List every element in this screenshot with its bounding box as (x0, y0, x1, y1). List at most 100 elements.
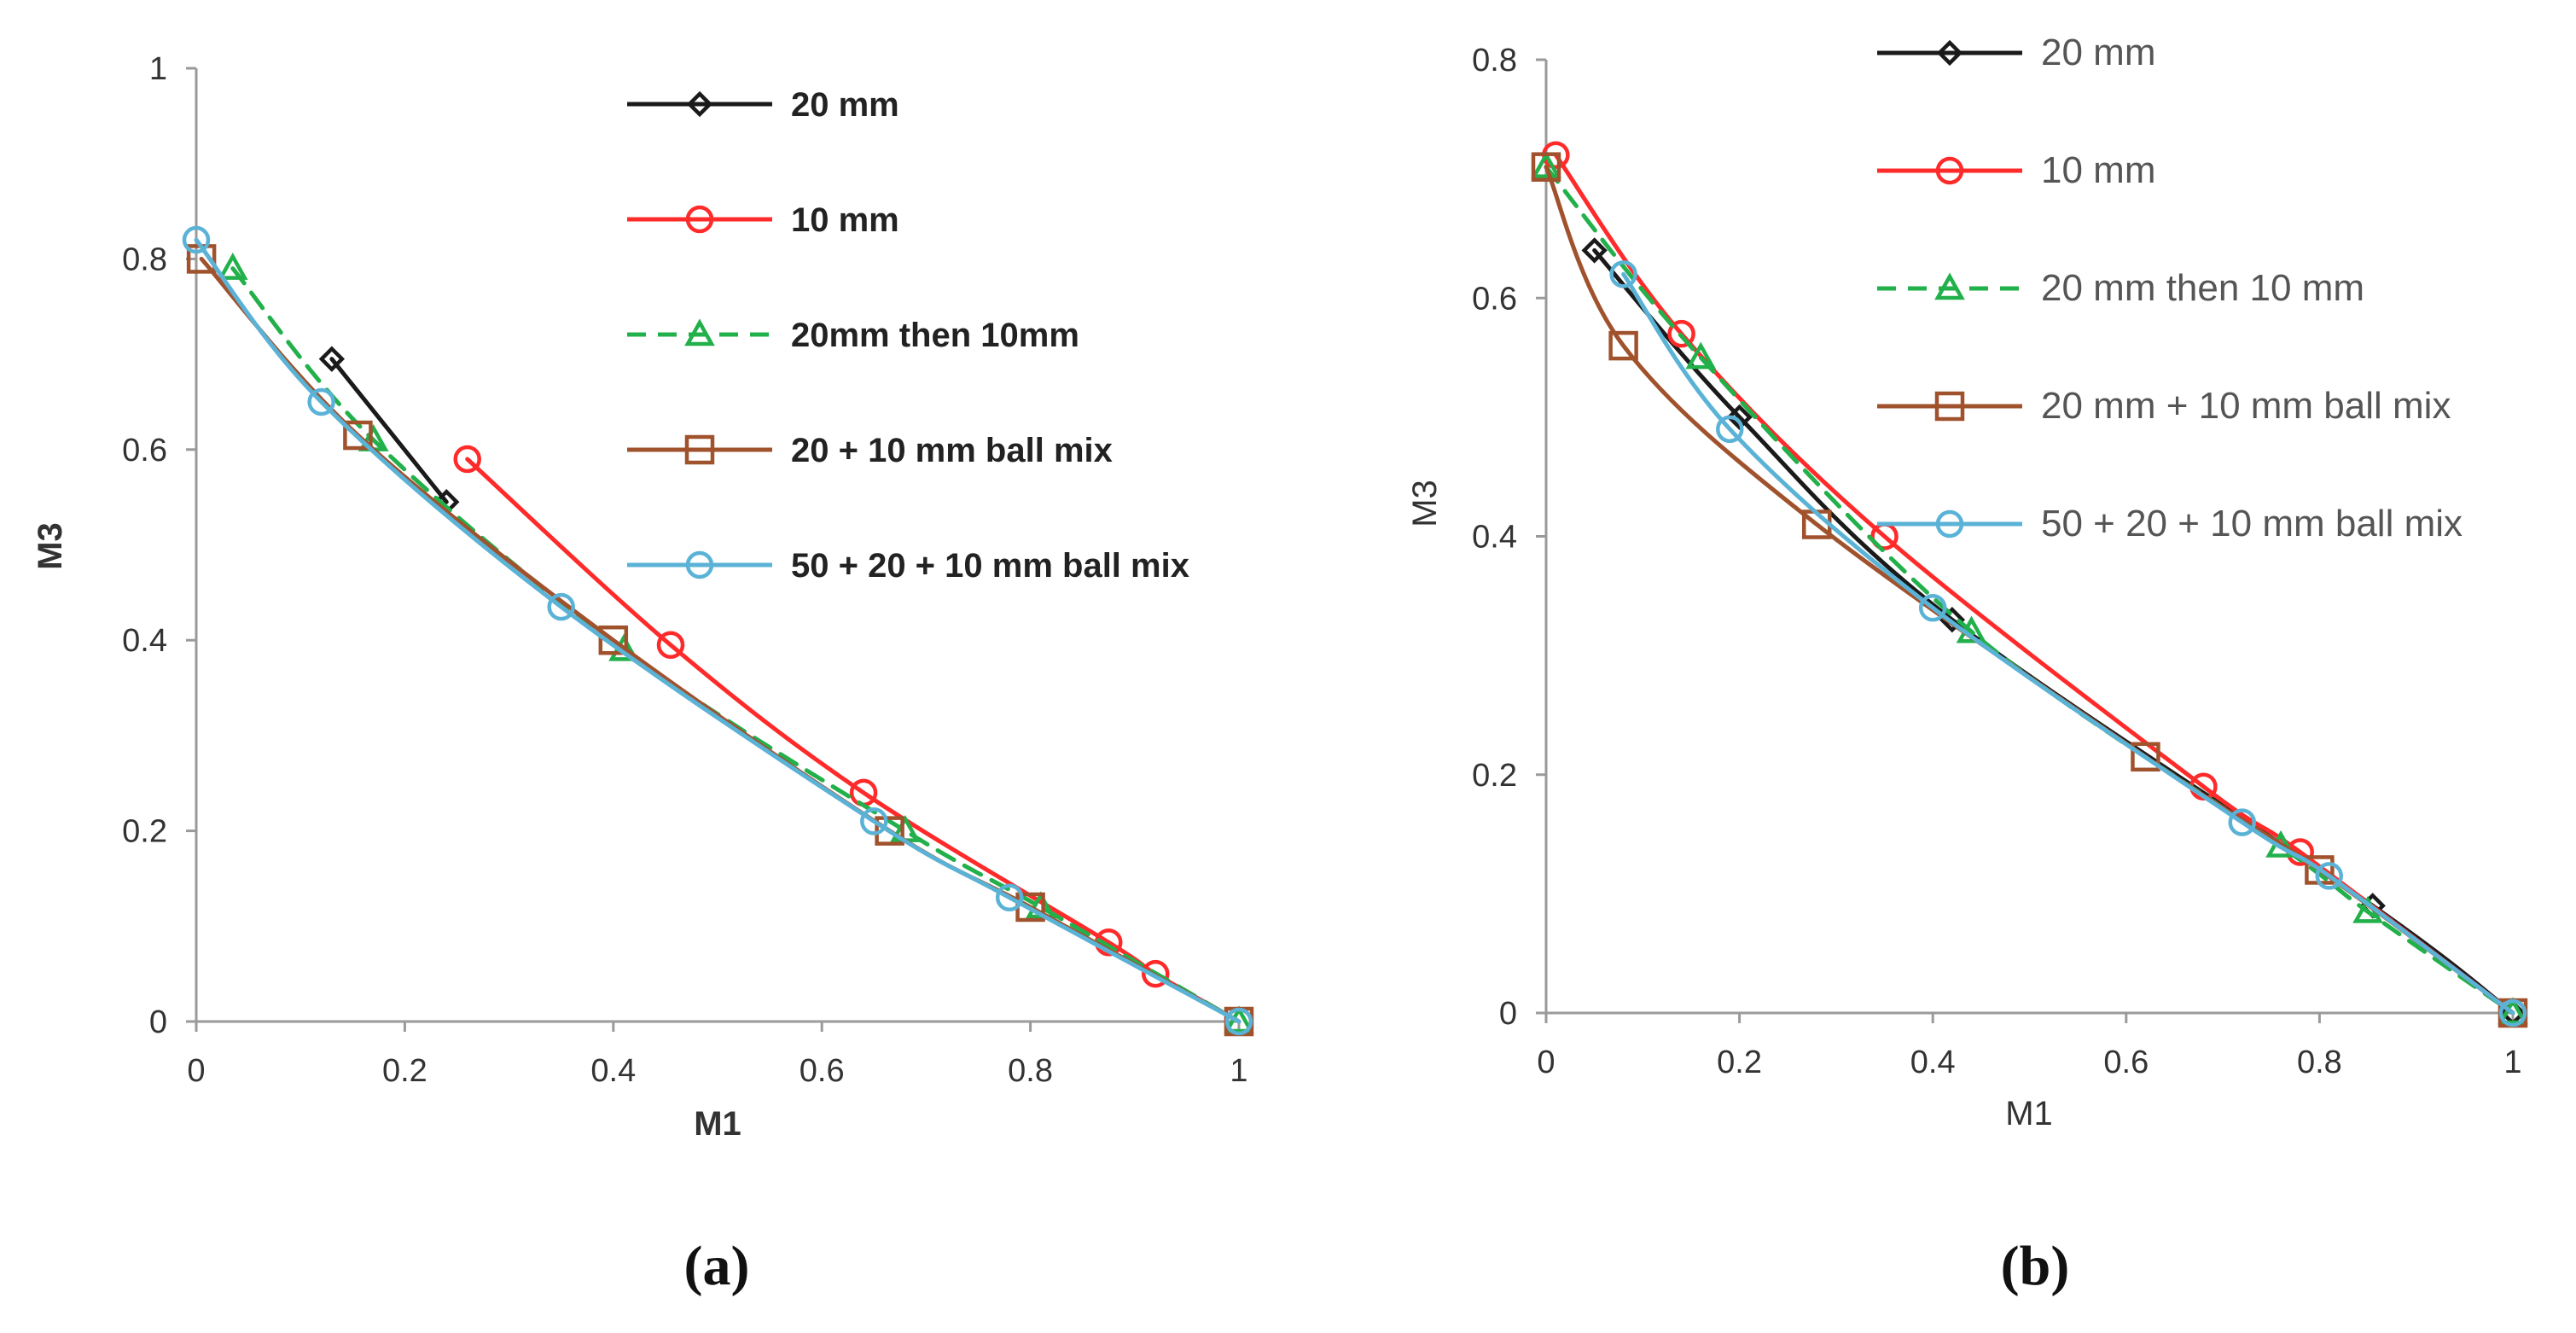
series-2 (1531, 151, 2528, 1025)
series-line (194, 237, 1241, 1024)
data-point (2228, 808, 2257, 836)
legend-marker (1934, 272, 1965, 300)
data-point (453, 445, 481, 474)
series-line (199, 256, 1241, 1024)
legend-entry: 20 + 10 mm ball mix (791, 432, 1113, 469)
series-line (230, 266, 1241, 1024)
y-tick-label: 0.8 (122, 242, 167, 277)
data-point (217, 252, 248, 280)
series-line (329, 357, 449, 504)
data-point (860, 807, 888, 835)
legend-marker (1934, 391, 1965, 422)
y-axis-label: M3 (1406, 480, 1444, 527)
data-point (656, 631, 685, 660)
y-tick-label: 1 (149, 51, 167, 87)
data-point (1716, 415, 1744, 444)
data-point (1224, 1007, 1253, 1036)
x-tick-label: 0.2 (1717, 1045, 1762, 1080)
legend-marker (685, 550, 714, 579)
legend-marker (1936, 39, 1963, 67)
series-3 (186, 244, 1254, 1037)
legend-entry: 50 + 20 + 10 mm ball mix (2041, 503, 2463, 544)
data-point (598, 625, 629, 655)
data-point (1918, 594, 1947, 622)
series-line (1621, 271, 2515, 1016)
series-4 (1609, 260, 2527, 1027)
y-tick-label: 0.2 (122, 814, 167, 850)
data-point (1609, 260, 1637, 288)
series-2 (217, 252, 1254, 1033)
series-line (465, 457, 1241, 1024)
data-point (318, 346, 346, 372)
data-point (1608, 330, 1638, 361)
legend-marker (684, 318, 715, 346)
data-point (547, 592, 575, 621)
legend-marker (685, 205, 714, 234)
data-point (182, 225, 211, 254)
y-tick-label: 0.2 (1472, 758, 1517, 794)
legend: 20 mm 10 mm 20mm then 10mm 20 + 10 mm ball … (627, 86, 1189, 585)
series-0 (1581, 237, 2527, 1027)
x-tick-label: 0 (1537, 1045, 1555, 1080)
x-tick-label: 0.6 (800, 1053, 845, 1089)
y-axis-label: M3 (32, 522, 69, 570)
legend-entry: 20 mm then 10 mm (2041, 267, 2364, 309)
x-axis-label: M1 (2005, 1095, 2053, 1132)
legend-entry: 20 mm + 10 mm ball mix (2041, 385, 2451, 427)
x-tick-label: 0.4 (590, 1053, 636, 1089)
y-tick-label: 0.4 (122, 623, 167, 659)
x-tick-label: 0 (187, 1053, 205, 1089)
legend-entry: 10 mm (2041, 149, 2155, 191)
x-tick-label: 1 (1230, 1053, 1247, 1089)
x-tick-label: 1 (2503, 1045, 2521, 1080)
series-1 (1542, 141, 2527, 1027)
series-line (1544, 165, 2515, 1016)
chart-panel-a: 0 0.2 0.4 0.6 0.8 1 0 0.2 0.4 0.6 0.8 1 M1 M3 20 mm 10 … (32, 51, 1254, 1297)
data-point (1141, 959, 1170, 988)
series-line (1544, 165, 2515, 1016)
data-point (875, 816, 904, 846)
data-point (307, 387, 335, 416)
y-tick-label: 0 (1499, 996, 1517, 1032)
data-point (343, 420, 373, 451)
x-tick-label: 0.8 (1008, 1053, 1053, 1089)
x-axis-label: M1 (694, 1105, 741, 1143)
series-4 (182, 225, 1253, 1036)
x-tick-label: 0.6 (2103, 1045, 2149, 1080)
y-tick-label: 0.6 (122, 433, 167, 469)
legend-entry: 20 mm (2041, 32, 2155, 73)
data-point (2131, 742, 2160, 772)
data-point (1581, 237, 1608, 264)
data-point (1667, 319, 1695, 348)
y-tick-label: 0.6 (1472, 281, 1517, 317)
data-point (1531, 151, 1561, 178)
legend-marker (1935, 509, 1964, 538)
legend-marker (1935, 156, 1964, 185)
data-point (1726, 404, 1753, 431)
data-point (1531, 152, 1561, 182)
legend-entry: 50 + 20 + 10 mm ball mix (791, 547, 1189, 585)
x-tick-label: 0.8 (2297, 1045, 2342, 1080)
data-point (2497, 997, 2528, 1025)
series-1 (453, 445, 1253, 1036)
data-point (2315, 862, 2343, 890)
legend-marker (686, 90, 713, 118)
series-line (1553, 153, 2515, 1016)
x-tick-label: 0.2 (382, 1053, 427, 1089)
legend-marker (684, 434, 715, 465)
panel-label: (b) (2001, 1235, 2070, 1297)
series-0 (318, 346, 460, 515)
panel-label: (a) (684, 1235, 750, 1297)
legend-entry: 20 mm (791, 86, 899, 124)
chart-panel-b: 0 0.2 0.4 0.6 0.8 0 0.2 0.4 0.6 0.8 1 M1 M3 20 mm 10 m… (1406, 32, 2528, 1297)
legend-entry: 20mm then 10mm (791, 317, 1079, 354)
data-point (2498, 998, 2527, 1027)
legend-entry: 10 mm (791, 201, 899, 239)
y-tick-label: 0.8 (1472, 43, 1517, 79)
legend: 20 mm 10 mm 20 mm then 10 mm 20 mm + 10 mm … (1877, 32, 2463, 544)
y-tick-label: 0.4 (1472, 520, 1517, 556)
series-3 (1531, 152, 2528, 1028)
data-point (1685, 341, 1717, 370)
data-point (995, 883, 1024, 912)
